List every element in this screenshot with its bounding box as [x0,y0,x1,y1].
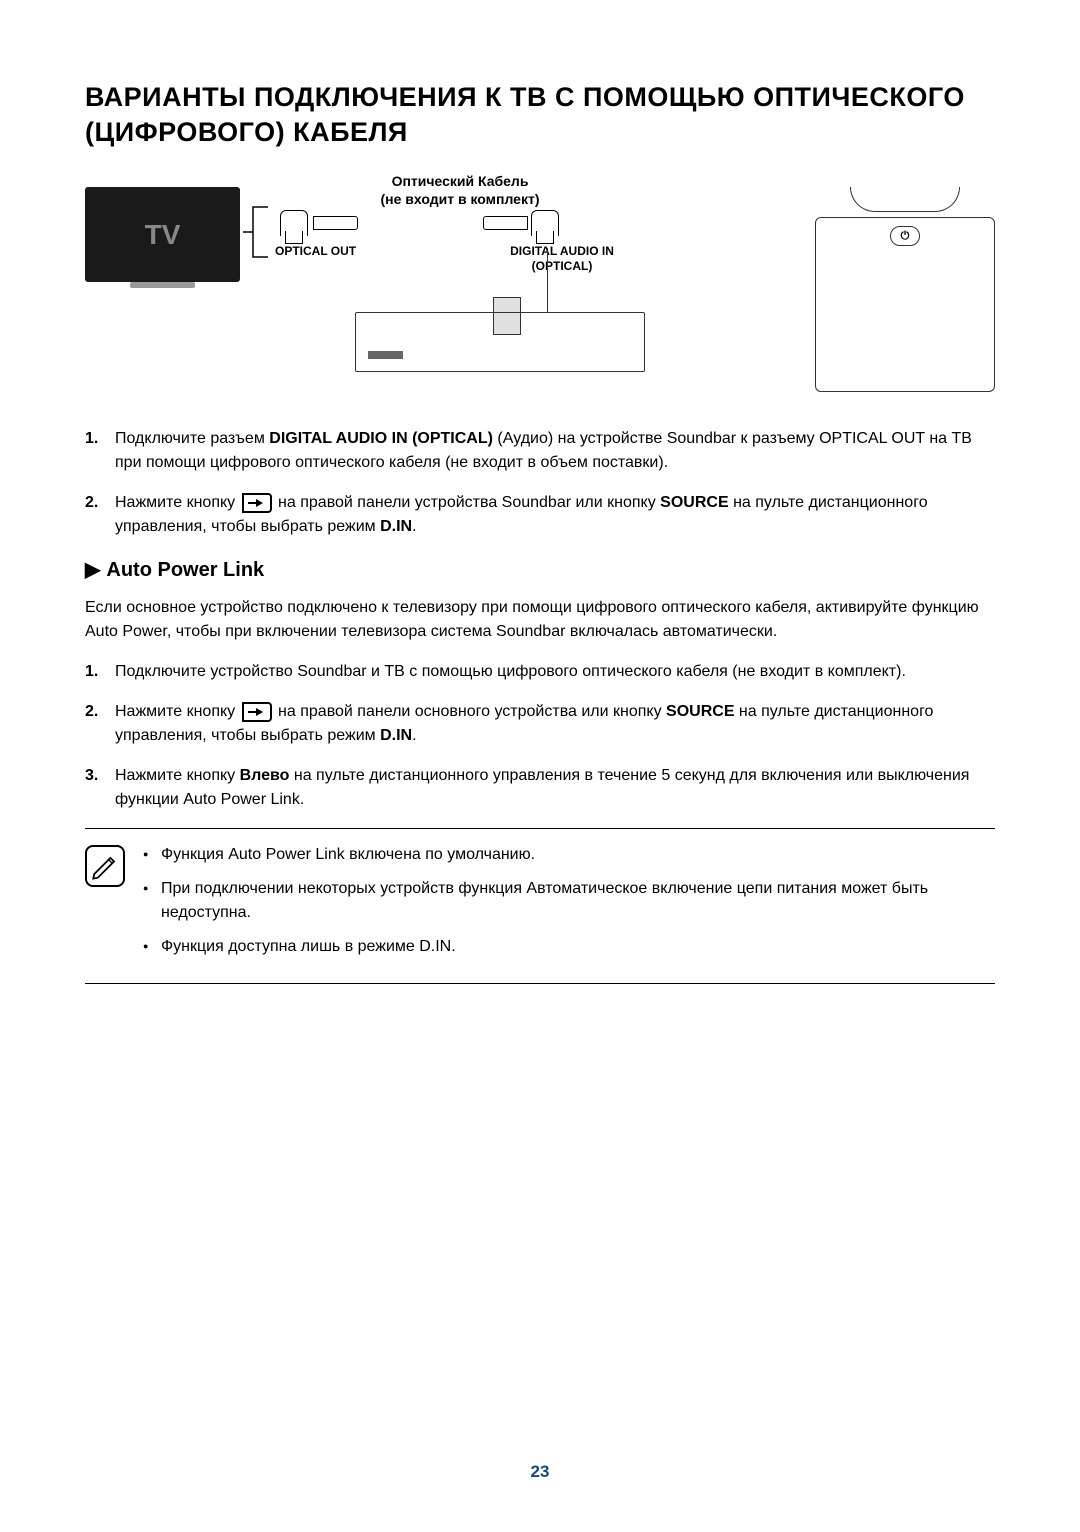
note-block: Функция Auto Power Link включена по умол… [85,828,995,984]
tv-stand [130,282,195,288]
cable-connector-left [313,216,358,230]
subwoofer-device [815,217,995,392]
note-item: Функция Auto Power Link включена по умол… [143,843,995,867]
note-list: Функция Auto Power Link включена по умол… [143,843,995,969]
subsection-title: ▶Auto Power Link [85,557,995,582]
apl-step-1: Подключите устройство Soundbar и ТВ с по… [85,660,995,684]
apl-step-2: Нажмите кнопку на правой панели основног… [85,700,995,748]
page-number: 23 [0,1462,1080,1482]
cable-label: Оптический Кабель (не входит в комплект) [365,172,555,208]
connection-diagram: TV Оптический Кабель (не входит в компле… [85,172,995,402]
cable-connector-right [483,216,528,230]
source-icon [242,493,272,513]
optical-out-label: OPTICAL OUT [275,244,356,258]
step-1: Подключите разъем DIGITAL AUDIO IN (OPTI… [85,427,995,475]
digital-in-label: DIGITAL AUDIO IN (OPTICAL) [497,244,627,273]
tv-label: TV [145,219,181,251]
connection-line [547,248,548,312]
note-pencil-icon [85,845,125,887]
apl-steps-list: Подключите устройство Soundbar и ТВ с по… [85,660,995,812]
page-title: ВАРИАНТЫ ПОДКЛЮЧЕНИЯ К ТВ С ПОМОЩЬЮ ОПТИ… [85,80,995,150]
step-2: Нажмите кнопку на правой панели устройст… [85,491,995,539]
optical-port-icon [280,210,308,236]
note-item: Функция доступна лишь в режиме D.IN. [143,935,995,959]
main-steps-list: Подключите разъем DIGITAL AUDIO IN (OPTI… [85,427,995,539]
source-icon [242,702,272,722]
subsection-intro: Если основное устройство подключено к те… [85,596,995,644]
apl-step-3: Нажмите кнопку Влево на пульте дистанцио… [85,764,995,812]
subwoofer-curve [850,187,960,212]
digital-port-icon [531,210,559,236]
arrow-icon: ▶ [85,559,100,581]
tv-device: TV [85,187,240,282]
bracket-icon [243,202,268,262]
soundbar-device [355,312,645,372]
note-item: При подключении некоторых устройств функ… [143,877,995,925]
